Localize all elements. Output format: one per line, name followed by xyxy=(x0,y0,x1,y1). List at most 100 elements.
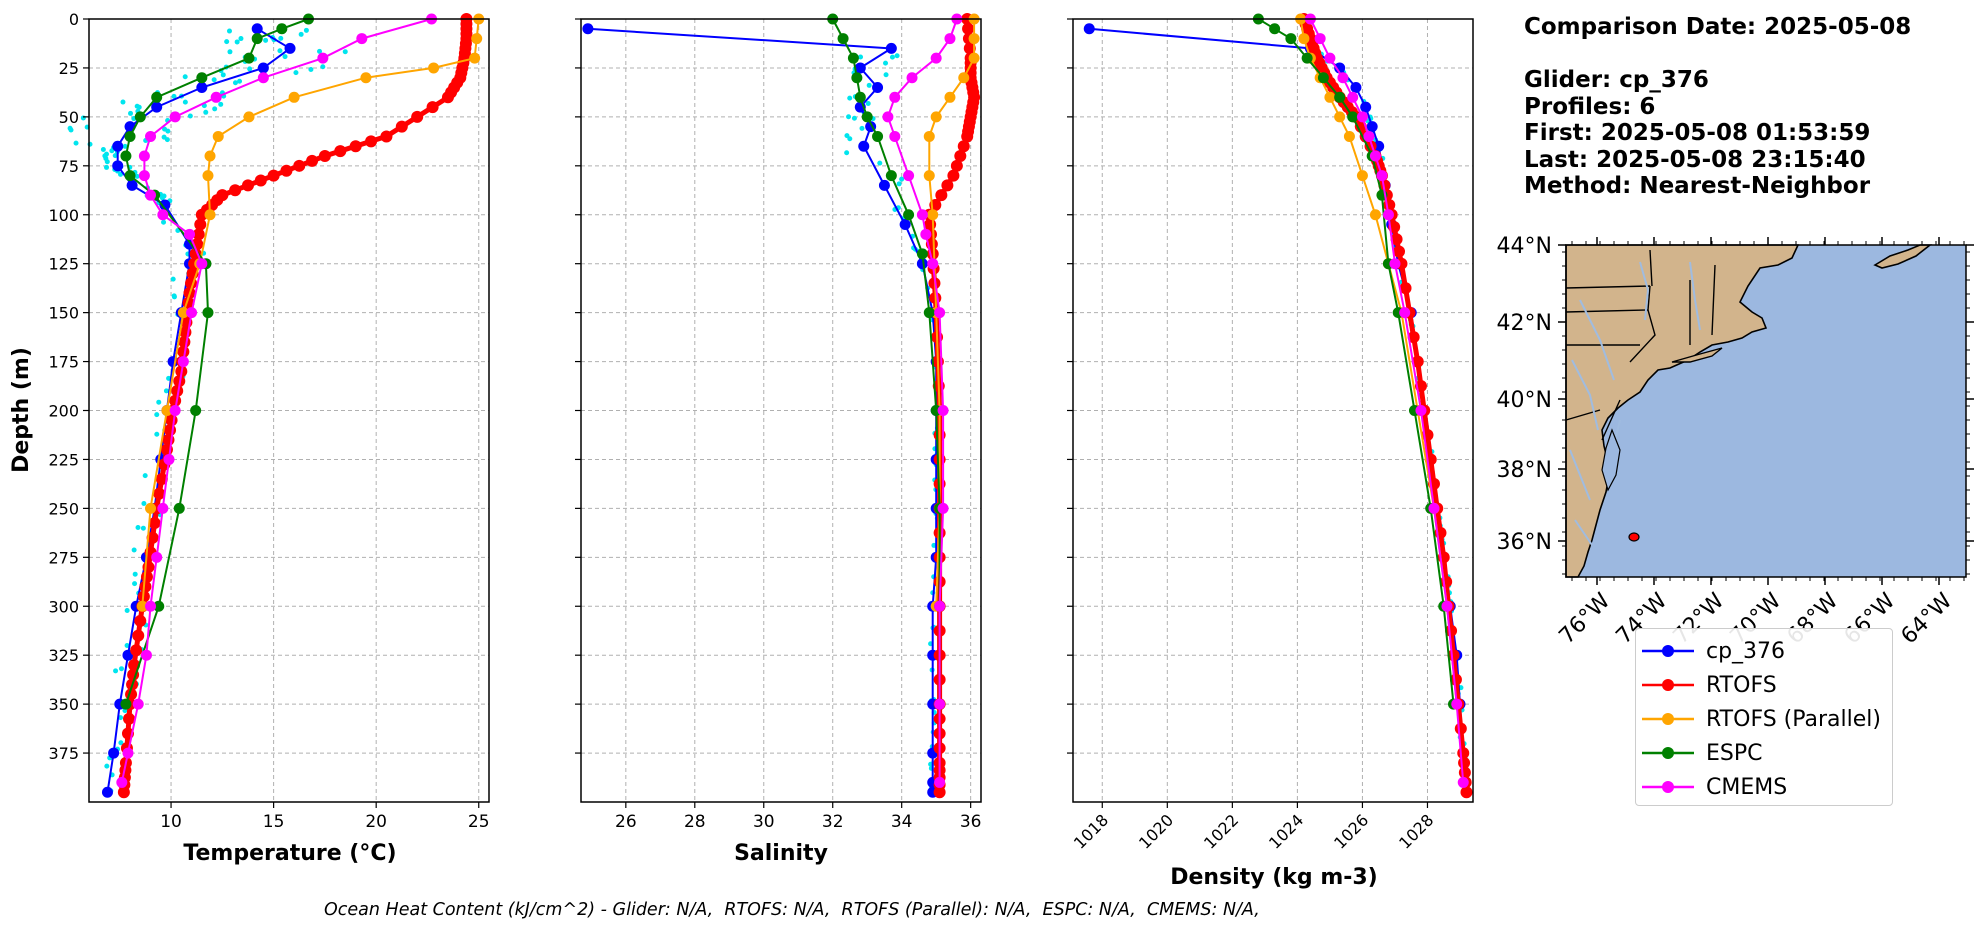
temperature-point-rtofs xyxy=(192,228,205,241)
salinity-point-espc xyxy=(872,130,884,142)
temperature-line-cmems xyxy=(120,18,432,783)
temperature-profile-dot xyxy=(118,666,124,672)
temperature-point-cmems xyxy=(169,405,181,416)
density-point-rtofs-parallel xyxy=(1324,91,1336,103)
temperature-point-espc xyxy=(173,502,185,514)
temperature-point-rtofs xyxy=(306,154,319,167)
legend-item-espc: ESPC xyxy=(1642,738,1763,768)
salinity-point-cmems xyxy=(889,91,901,103)
density-point-cmems xyxy=(1363,130,1375,142)
salinity-profile-dot xyxy=(846,114,852,120)
salinity-profile-dot xyxy=(889,54,895,60)
legend: cp_376 RTOFS RTOFS (Parallel) ESPC CMEMS xyxy=(1635,628,1893,806)
temperature-point-espc xyxy=(124,130,136,142)
temperature-profile-dot xyxy=(140,525,146,531)
temperature-profile-dot xyxy=(282,54,288,60)
temperature-point-rtofs xyxy=(293,159,306,172)
temperature-point-cp-376 xyxy=(251,23,263,35)
salinity-point-rtofs-parallel xyxy=(968,52,980,64)
last-time: Last: 2025-05-08 23:15:40 xyxy=(1524,146,1866,173)
glider-name: Glider: cp_376 xyxy=(1524,67,1709,93)
salinity-point-cp-376 xyxy=(899,219,911,231)
temperature-profile-dot xyxy=(227,49,233,55)
density-xtick-label: 1020 xyxy=(1135,810,1177,852)
temperature-point-cp-376 xyxy=(112,140,124,152)
temperature-point-cp-376 xyxy=(101,786,113,798)
temperature-point-rtofs-parallel xyxy=(288,91,300,103)
map-long-island xyxy=(1671,347,1723,363)
temperature-point-rtofs xyxy=(148,517,161,530)
temperature-point-cp-376 xyxy=(112,160,124,172)
profile-count: Profiles: 6 xyxy=(1524,93,1656,120)
salinity-series-espc xyxy=(827,13,946,710)
temperature-point-espc xyxy=(190,405,202,416)
salinity-profile-dot xyxy=(931,542,937,548)
temperature-point-rtofs xyxy=(130,644,143,657)
depth-tick-label: 100 xyxy=(48,206,79,225)
temperature-profile-dot xyxy=(80,115,86,121)
legend-label-rtofs: RTOFS xyxy=(1706,672,1777,698)
density-point-cmems xyxy=(1451,698,1463,710)
temperature-point-espc xyxy=(134,111,146,123)
salinity-point-espc xyxy=(851,72,863,84)
temperature-profile-dot xyxy=(103,151,109,157)
salinity-point-rtofs-parallel xyxy=(927,209,939,221)
density-point-cmems xyxy=(1457,776,1469,788)
salinity-profile-dot xyxy=(866,82,872,88)
density-point-cmems xyxy=(1356,111,1368,123)
temperature-point-cmems xyxy=(157,209,169,221)
temperature-profile-dot xyxy=(120,99,126,105)
temperature-profile-dot xyxy=(203,109,209,115)
map-lat-label: 40°N xyxy=(1497,388,1552,413)
salinity-point-espc xyxy=(903,209,915,221)
salinity-point-cp-376 xyxy=(854,62,866,74)
density-point-espc xyxy=(1285,33,1297,45)
temperature-profile-dot xyxy=(154,412,160,418)
legend-label-espc: ESPC xyxy=(1706,740,1763,766)
density-point-espc xyxy=(1334,91,1346,103)
temperature-profile-dot xyxy=(212,106,218,112)
density-point-rtofs-parallel xyxy=(1298,33,1310,45)
temperature-point-rtofs-parallel xyxy=(204,209,216,221)
salinity-point-espc xyxy=(885,170,897,182)
temperature-profile-dot xyxy=(182,99,188,105)
density-point-rtofs-parallel xyxy=(1369,209,1381,221)
depth-tick-label: 50 xyxy=(59,108,79,127)
temperature-xtick-label: 10 xyxy=(160,812,182,832)
temperature-point-rtofs-parallel xyxy=(469,52,481,64)
temperature-profile-dot xyxy=(154,431,160,437)
salinity-profile-dot xyxy=(847,136,853,142)
salinity-point-cp-376 xyxy=(858,140,870,152)
temperature-point-rtofs xyxy=(455,66,468,79)
salinity-point-espc xyxy=(923,307,935,319)
temperature-point-espc xyxy=(251,33,263,45)
salinity-point-cmems xyxy=(906,72,918,84)
temperature-profile-dot xyxy=(122,143,128,149)
salinity-profile-dot xyxy=(877,160,883,166)
temperature-point-rtofs-parallel xyxy=(212,130,224,142)
temperature-point-cmems xyxy=(177,356,189,368)
depth-tick-label: 25 xyxy=(59,59,79,78)
temperature-point-espc xyxy=(151,91,163,103)
temperature-point-cmems xyxy=(257,72,269,84)
salinity-xtick-label: 30 xyxy=(753,812,775,832)
legend-label-cmems: CMEMS xyxy=(1706,774,1788,800)
density-point-cp-376 xyxy=(1350,82,1362,94)
temperature-line-rtofs-parallel xyxy=(141,18,480,607)
salinity-point-cmems xyxy=(934,307,946,319)
density-point-cp-376 xyxy=(1083,23,1095,35)
density-point-cp-376 xyxy=(1334,62,1346,74)
temperature-profile-dot xyxy=(73,140,79,146)
depth-tick-label: 175 xyxy=(48,353,79,372)
temperature-point-rtofs xyxy=(139,580,152,593)
salinity-series-cp-376 xyxy=(582,23,942,798)
density-point-espc xyxy=(1317,72,1329,84)
salinity-point-rtofs xyxy=(954,150,967,163)
density-point-espc xyxy=(1269,23,1281,35)
legend-item-rtofs: RTOFS xyxy=(1642,670,1777,700)
salinity-profile-dot xyxy=(858,54,864,60)
comparison-info: Comparison Date: 2025-05-08 Glider: cp_3… xyxy=(1524,14,1911,200)
depth-tick-label: 375 xyxy=(48,744,79,763)
glider-location-map: 44°N42°N40°N38°N36°N76°W74°W72°W70°W68°W… xyxy=(1497,234,1974,649)
density-point-cmems xyxy=(1441,600,1453,612)
